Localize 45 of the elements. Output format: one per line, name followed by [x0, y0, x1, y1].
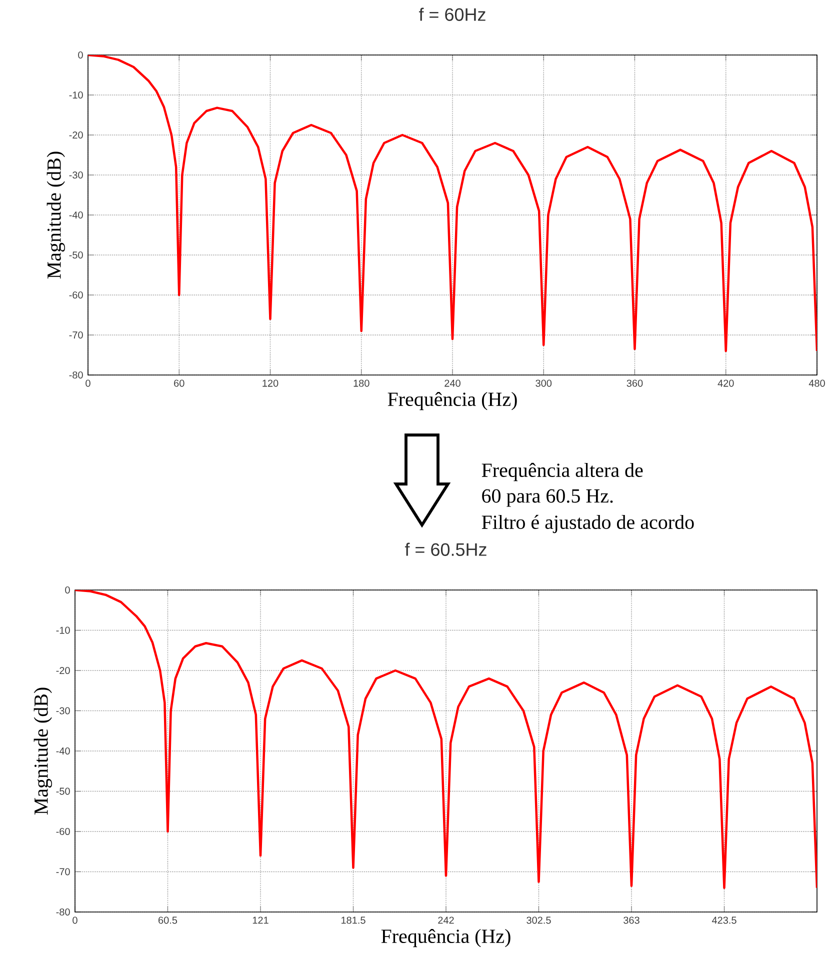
x-tick-label: 60 — [174, 380, 184, 387]
x-tick-label: 420 — [718, 380, 734, 387]
x-tick-label: 480 — [808, 380, 825, 387]
y-tick-label: -50 — [56, 788, 70, 795]
x-axis-title: Frequência (Hz) — [381, 928, 510, 948]
x-tick-label: 180 — [354, 380, 370, 387]
y-tick-label: -60 — [56, 828, 70, 836]
y-tick-label: 0 — [65, 586, 70, 594]
text: Frequência altera de — [482, 462, 643, 482]
x-tick-label: 363 — [624, 916, 640, 924]
y-tick-label: -20 — [69, 131, 83, 139]
y-tick-label: -10 — [56, 626, 70, 634]
text: Filtro é ajustado de acordo — [482, 514, 694, 534]
x-tick-label: 121 — [252, 916, 268, 924]
y-tick-label: -40 — [69, 211, 83, 219]
line-series — [88, 55, 817, 352]
y-tick-label: -70 — [56, 868, 70, 876]
chart-title: f = 60.5Hz — [404, 542, 486, 556]
y-axis-title: Magnitude (dB) — [46, 152, 66, 279]
x-tick-label: 300 — [536, 380, 552, 387]
y-tick-label: -10 — [69, 91, 83, 99]
x-tick-label: 242 — [438, 916, 454, 924]
y-tick-label: -50 — [69, 251, 83, 259]
y-tick-label: -40 — [56, 747, 70, 755]
text: 60 para 60.5 Hz. — [482, 489, 613, 507]
chart-title: f = 60Hz — [418, 8, 486, 21]
y-tick-label: -80 — [56, 908, 70, 916]
x-tick-label: 120 — [262, 380, 278, 387]
x-tick-label: 60.5 — [158, 916, 178, 924]
x-tick-label: 0 — [86, 380, 90, 387]
y-tick-label: 0 — [78, 51, 83, 59]
x-axis-title: Frequência (Hz) — [388, 392, 517, 410]
y-axis-title: Magnitude (dB) — [34, 688, 52, 815]
x-tick-label: 302.5 — [526, 916, 551, 924]
x-tick-label: 240 — [444, 380, 460, 387]
y-tick-label: -30 — [56, 707, 70, 714]
y-tick-label: -80 — [69, 371, 83, 379]
y-tick-label: -70 — [69, 331, 83, 339]
x-tick-label: 360 — [626, 380, 643, 387]
x-tick-label: 423.5 — [712, 916, 736, 924]
y-tick-label: -60 — [69, 291, 83, 299]
y-tick-label: -30 — [69, 171, 83, 179]
line-series — [75, 590, 817, 889]
y-tick-label: -20 — [56, 666, 70, 674]
x-tick-label: 181.5 — [341, 916, 366, 924]
